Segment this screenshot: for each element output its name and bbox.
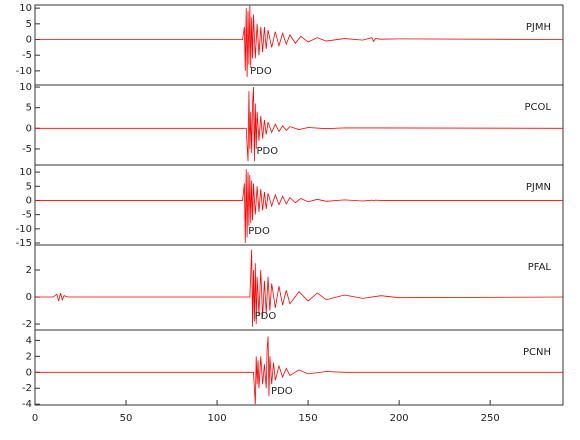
station-label: PCOL (525, 102, 552, 113)
y-tick-label: 5 (26, 19, 32, 30)
y-tick-label: -5 (22, 210, 32, 221)
panel-frame (34, 164, 564, 246)
phase-annotation: PDO (250, 66, 272, 77)
y-tick-label: 0 (26, 123, 32, 134)
y-tick-label: -10 (16, 66, 32, 77)
x-tick-label: 200 (390, 413, 409, 424)
panel-frame (34, 244, 564, 331)
y-tick-label: -10 (16, 224, 32, 235)
station-label: PJMH (526, 22, 551, 33)
y-tick-label: -5 (22, 144, 32, 155)
waveform (35, 249, 564, 327)
y-tick-label: 4 (26, 335, 32, 346)
y-tick-label: 0 (26, 195, 32, 206)
phase-annotation: PDO (256, 146, 278, 157)
y-tick-label: 0 (26, 292, 32, 303)
y-tick-label: 10 (19, 82, 32, 93)
waveform (35, 336, 563, 405)
station-label: PCNH (523, 347, 551, 358)
phase-annotation: PDO (255, 311, 277, 322)
y-tick-label: 5 (26, 103, 32, 114)
waveform (35, 169, 563, 244)
y-tick-label: -2 (22, 319, 32, 330)
panel-frame (34, 329, 564, 406)
station-label: PJMN (526, 182, 551, 193)
y-tick-label: -5 (22, 50, 32, 61)
waveform (35, 4, 564, 78)
y-tick-label: 2 (26, 351, 32, 362)
y-tick-label: -4 (22, 399, 32, 410)
y-tick-label: 0 (26, 35, 32, 46)
station-label: PFAL (528, 262, 552, 273)
waveform (35, 87, 564, 162)
y-tick-label: 2 (26, 265, 32, 276)
y-tick-label: 10 (19, 167, 32, 178)
panel-frame (34, 4, 564, 86)
x-tick-label: 250 (481, 413, 500, 424)
x-tick-label: 0 (32, 413, 38, 424)
x-tick-label: 100 (208, 413, 227, 424)
y-tick-label: -15 (16, 238, 32, 249)
panel-frame (34, 84, 564, 166)
y-tick-label: 10 (19, 3, 32, 14)
y-tick-label: 0 (26, 367, 32, 378)
phase-annotation: PDO (271, 386, 293, 397)
phase-annotation: PDO (248, 226, 270, 237)
x-tick-label: 150 (299, 413, 318, 424)
x-tick-label: 50 (120, 413, 133, 424)
y-tick-label: -2 (22, 383, 32, 394)
y-tick-label: 5 (26, 181, 32, 192)
